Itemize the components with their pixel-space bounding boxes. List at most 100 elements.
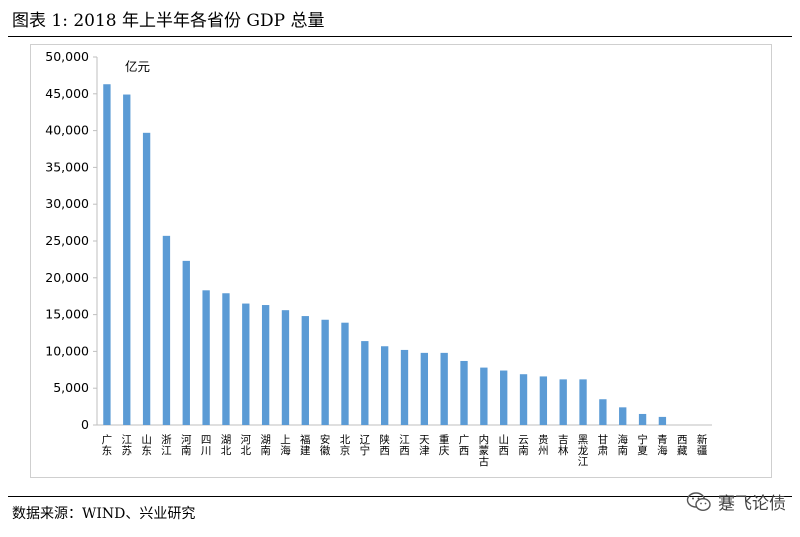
x-tick-label-char: 南 [260, 444, 271, 457]
bar [242, 303, 250, 425]
bar [420, 352, 429, 425]
x-tick-label-char: 肃 [598, 445, 609, 457]
x-tick-label-char: 湖 [221, 434, 232, 446]
bar [658, 416, 667, 425]
y-tick-label: 45,000 [45, 86, 89, 101]
bar [123, 94, 131, 425]
x-tick-label-char: 广 [102, 434, 113, 446]
x-tick-label-char: 海 [280, 444, 291, 457]
x-tick-label-char: 甘 [598, 433, 609, 446]
bar [460, 360, 468, 425]
bar [222, 293, 230, 425]
x-tick-label-char: 内 [479, 433, 490, 446]
x-tick-label-char: 苏 [122, 444, 133, 457]
x-tick-label-char: 北 [340, 434, 351, 446]
y-tick-label: 30,000 [45, 196, 89, 211]
x-tick-label-char: 北 [241, 445, 252, 457]
x-tick-label-char: 贵 [538, 433, 549, 446]
chart-frame [30, 44, 772, 478]
wechat-icon [686, 491, 711, 511]
bar [301, 316, 309, 425]
bar [162, 235, 171, 425]
x-tick-label-char: 陕 [379, 433, 390, 446]
x-tick-label-char: 宁 [360, 444, 371, 457]
x-tick-label-char: 海 [657, 444, 668, 457]
x-tick-label-char: 安 [320, 433, 331, 446]
x-tick-label-char: 东 [102, 444, 113, 457]
x-tick-label-char: 林 [558, 444, 569, 457]
x-tick-label-char: 四 [201, 434, 212, 446]
footer-rule [8, 496, 792, 497]
title-rule [8, 36, 792, 37]
x-tick-label-char: 古 [479, 455, 490, 468]
watermark-text: 蹇飞论债 [718, 494, 786, 514]
x-tick-label-char: 江 [578, 456, 589, 468]
y-tick-label: 0 [81, 417, 89, 432]
x-tick-label-char: 东 [141, 444, 152, 457]
y-tick-label: 50,000 [45, 49, 89, 64]
x-tick-label-char: 宁 [637, 433, 648, 446]
x-tick-label-char: 辽 [360, 434, 371, 446]
bar [579, 379, 587, 425]
x-tick-label-char: 重 [439, 433, 450, 446]
x-tick-label-char: 蒙 [479, 444, 490, 457]
bar [619, 407, 627, 425]
bar [103, 84, 111, 426]
x-tick-label-char: 青 [657, 433, 668, 446]
bar [519, 374, 528, 425]
bar [559, 379, 567, 425]
x-tick-label-char: 海 [617, 433, 628, 446]
x-tick-label-char: 夏 [637, 445, 648, 457]
bar [361, 341, 369, 425]
x-tick-label-char: 南 [181, 444, 192, 457]
x-tick-label-char: 西 [399, 445, 410, 457]
unit-label: 亿元 [125, 59, 150, 74]
bar [321, 319, 329, 425]
x-tick-label-char: 北 [221, 445, 232, 457]
x-tick-label-char: 西 [498, 445, 509, 457]
bar [341, 322, 349, 425]
x-tick-label-char: 山 [141, 434, 152, 446]
x-tick-label-char: 津 [419, 445, 430, 457]
x-tick-label-char: 州 [538, 445, 549, 457]
bar [202, 290, 210, 425]
x-tick-label-char: 西 [459, 445, 470, 457]
x-tick-label-char: 山 [498, 434, 509, 446]
bar [500, 370, 508, 425]
x-tick-label-char: 徽 [320, 444, 331, 457]
x-tick-label-char: 吉 [558, 434, 569, 446]
bar [281, 310, 290, 425]
y-tick-label: 25,000 [45, 233, 89, 248]
bar [142, 132, 151, 426]
y-tick-label: 10,000 [45, 343, 89, 358]
bar [539, 376, 548, 425]
x-tick-label-char: 江 [161, 445, 172, 457]
bar [261, 305, 270, 425]
x-tick-label-char: 河 [181, 434, 192, 446]
x-tick-label-char: 新 [697, 433, 708, 446]
x-tick-label-char: 云 [518, 434, 529, 446]
x-tick-label-char: 疆 [697, 445, 708, 457]
bar [440, 352, 448, 425]
y-tick-label: 40,000 [45, 123, 89, 138]
x-tick-label-char: 黑 [578, 434, 589, 446]
watermark: 蹇飞论债 [686, 489, 786, 514]
x-tick-label-char: 江 [122, 434, 133, 446]
x-tick-label-char: 上 [280, 434, 291, 446]
bar [638, 413, 647, 425]
x-tick-label-char: 龙 [578, 444, 589, 457]
x-tick-label-char: 南 [617, 444, 628, 457]
x-tick-label-char: 庆 [439, 444, 450, 457]
source-note: 数据来源：WIND、兴业研究 [12, 506, 196, 522]
bar [599, 399, 607, 425]
bar [380, 346, 389, 425]
y-tick-label: 5,000 [53, 380, 89, 395]
x-tick-label-char: 川 [201, 445, 212, 457]
y-tick-label: 15,000 [45, 307, 89, 322]
bar [400, 349, 409, 425]
x-tick-label-char: 河 [241, 434, 252, 446]
x-tick-label-char: 西 [379, 445, 390, 457]
y-tick-label: 20,000 [45, 270, 89, 285]
x-tick-label-char: 南 [518, 444, 529, 457]
